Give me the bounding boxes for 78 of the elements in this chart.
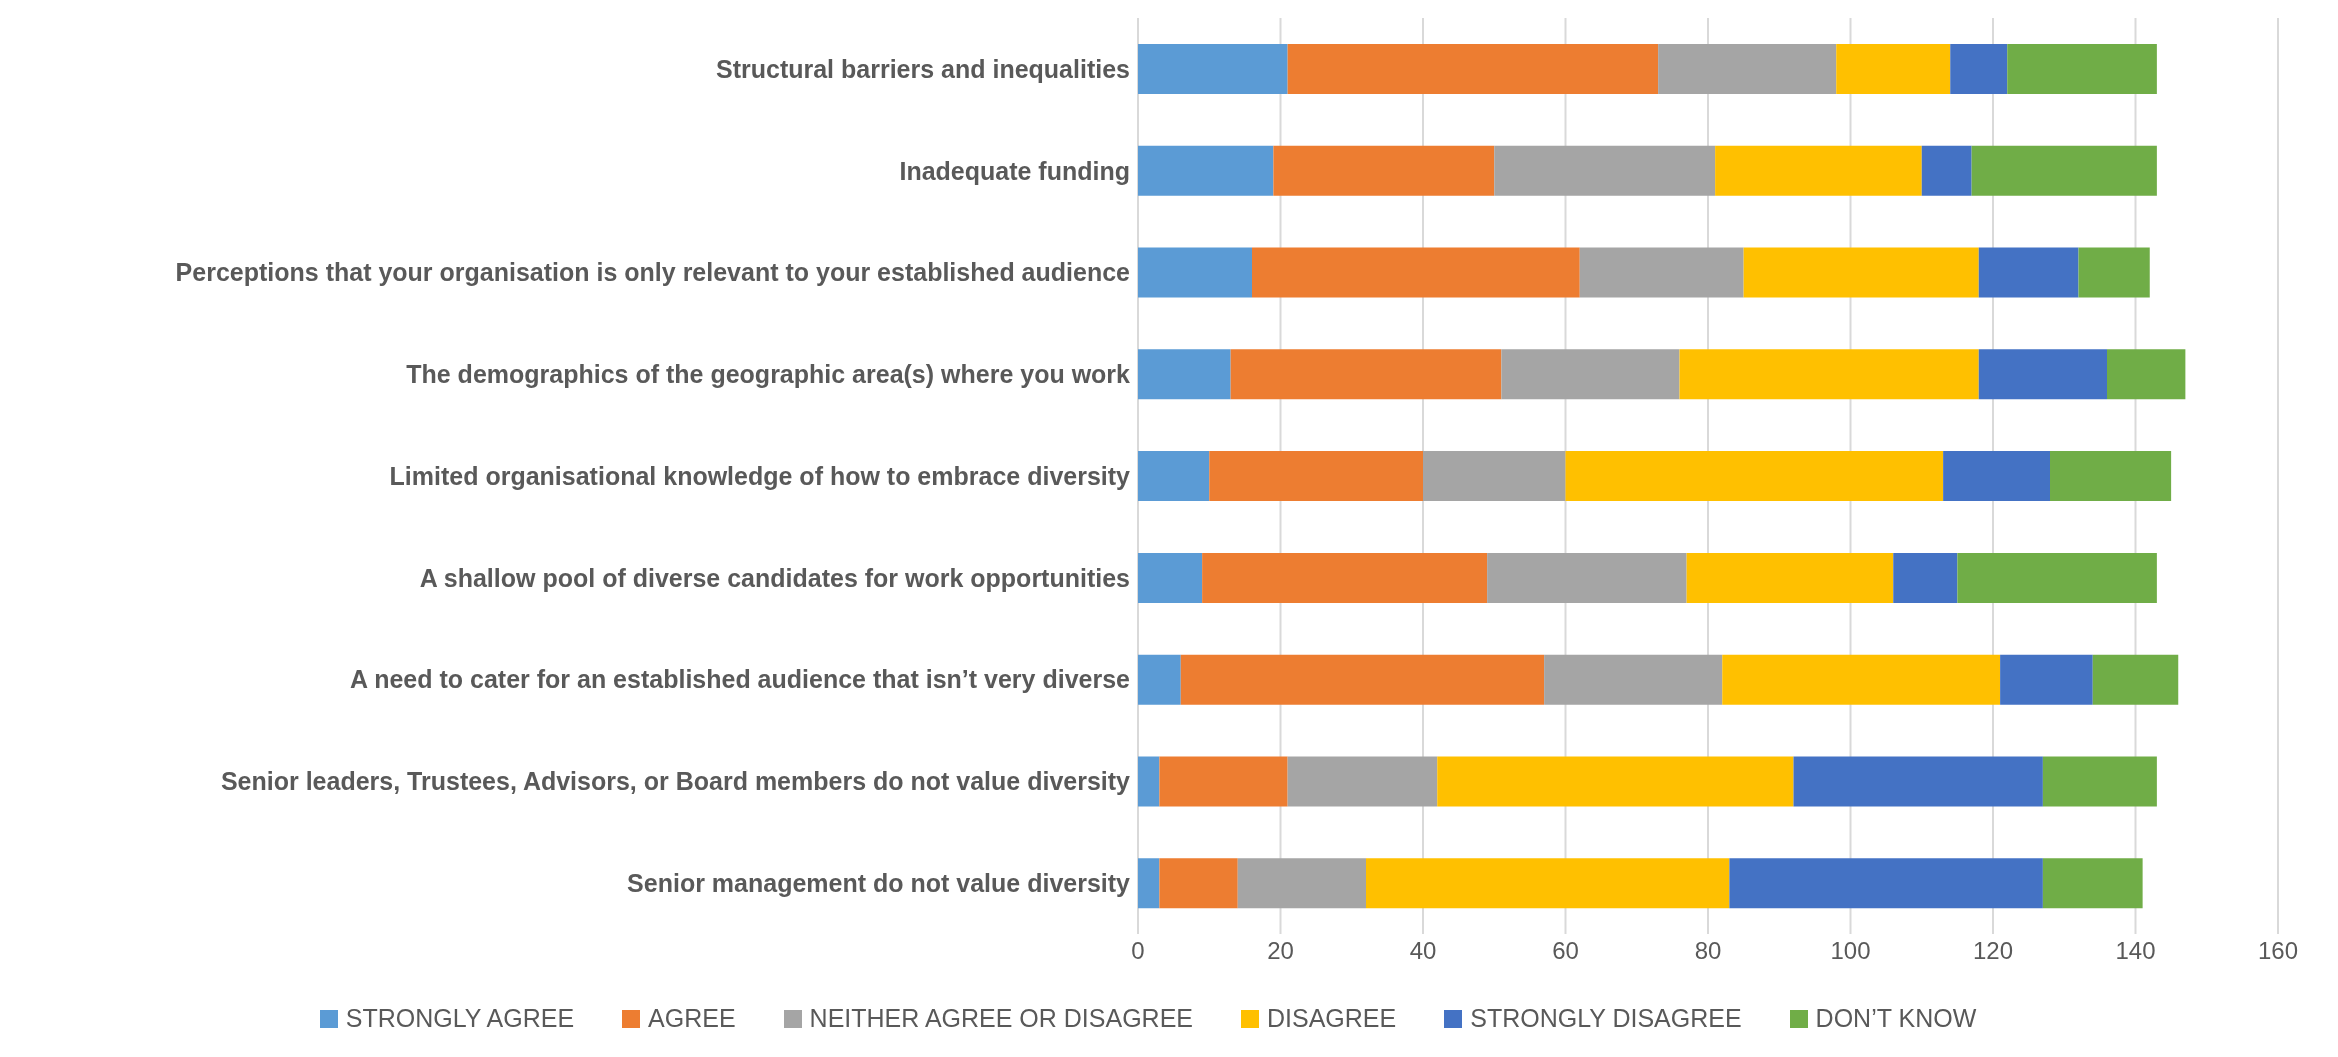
bar — [1544, 654, 1723, 705]
bar — [1138, 552, 1203, 603]
bar — [1743, 247, 1979, 298]
bar — [2042, 858, 2143, 909]
bar — [1138, 451, 1210, 502]
bar — [1729, 858, 2043, 909]
bar — [1793, 756, 2043, 807]
legend-label: STRONGLY AGREE — [344, 1004, 575, 1033]
bar — [1138, 44, 1288, 94]
legend-label: DISAGREE — [1266, 1004, 1397, 1033]
bar — [1237, 858, 1366, 909]
x-tick-label: 120 — [1972, 937, 2014, 965]
bar — [1836, 44, 1951, 94]
bar — [1565, 451, 1944, 502]
bar — [1209, 451, 1423, 502]
bar — [1943, 451, 2050, 502]
y-tick-label: The demographics of the geographic area(s) where you work — [406, 360, 1131, 389]
bar — [1722, 654, 2001, 705]
bar — [1658, 44, 1837, 94]
legend-label: STRONGLY DISAGREE — [1469, 1004, 1742, 1033]
legend-label: NEITHER AGREE OR DISAGREE — [808, 1004, 1194, 1033]
y-tick-label: A shallow pool of diverse candidates for work opportunities — [419, 563, 1130, 592]
y-tick-label: Perceptions that your organisation is only relevant to your established audience — [175, 258, 1131, 287]
bar — [1957, 552, 2157, 603]
bar — [1138, 145, 1274, 196]
y-tick-label: Structural barriers and inequalities — [715, 54, 1130, 83]
x-tick-label: 0 — [1131, 937, 1145, 965]
bar — [1273, 145, 1495, 196]
legend-label: AGREE — [647, 1004, 736, 1033]
bar — [1715, 145, 1922, 196]
bar — [1579, 247, 1744, 298]
x-tick-label: 40 — [1409, 937, 1437, 965]
bar — [2078, 247, 2150, 298]
y-tick-label: Inadequate funding — [899, 156, 1130, 185]
y-tick-label: Limited organisational knowledge of how to embrace diversity — [389, 461, 1131, 490]
bar — [1159, 756, 1288, 807]
bar — [1921, 145, 1972, 196]
bar — [2050, 451, 2172, 502]
bar — [2007, 44, 2157, 94]
bar — [1180, 654, 1545, 705]
bar — [1138, 756, 1160, 807]
bar — [1138, 654, 1181, 705]
y-tick-label: Senior management do not value diversity — [627, 868, 1131, 897]
x-tick-label: 80 — [1694, 937, 1722, 965]
bar — [1893, 552, 1958, 603]
bar — [1494, 145, 1716, 196]
bar — [1252, 247, 1580, 298]
y-tick-label: A need to cater for an established audience that isn’t very diverse — [350, 665, 1131, 694]
bar — [1366, 858, 1730, 909]
bar — [2000, 654, 2093, 705]
y-tick-label: Senior leaders, Trustees, Advisors, or Board members do not value diversity — [220, 767, 1131, 796]
bar — [1971, 145, 2157, 196]
bar — [1287, 44, 1659, 94]
bar — [1138, 247, 1252, 298]
x-tick-label: 100 — [1830, 937, 1871, 965]
bar — [1423, 451, 1566, 502]
bar — [1437, 756, 1794, 807]
bar — [2042, 756, 2157, 807]
bar — [1686, 552, 1894, 603]
x-tick-label: 20 — [1267, 937, 1294, 965]
bar — [1287, 756, 1438, 807]
bar — [1978, 247, 2079, 298]
bar — [2092, 654, 2179, 705]
x-tick-label: 160 — [2257, 937, 2299, 965]
bar — [1679, 349, 1979, 400]
bar — [1159, 858, 1238, 909]
bar — [1978, 349, 2107, 400]
bar — [1202, 552, 1488, 603]
x-tick-label: 60 — [1552, 937, 1579, 965]
bar — [1487, 552, 1687, 603]
bar — [1230, 349, 1502, 400]
x-tick-label: 140 — [2115, 937, 2156, 965]
bar — [1950, 44, 2008, 94]
bar — [1138, 349, 1231, 400]
bar — [1138, 858, 1160, 909]
bar — [2107, 349, 2186, 400]
legend-label: DON’T KNOW — [1814, 1004, 1977, 1033]
bar — [1501, 349, 1680, 400]
